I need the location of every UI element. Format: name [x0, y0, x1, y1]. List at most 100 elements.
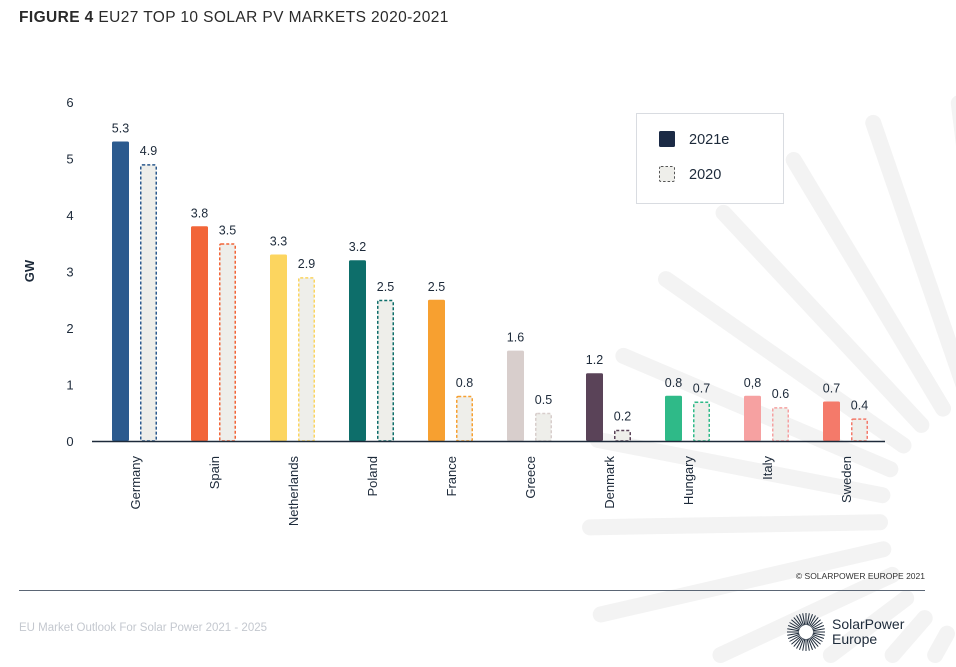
- data-label: 3.5: [219, 223, 236, 237]
- x-tick-label: Denmark: [602, 456, 617, 509]
- data-label: 1.2: [586, 353, 603, 367]
- data-label: 4.9: [140, 144, 157, 158]
- bar-2020-poland: [377, 299, 394, 442]
- y-axis-label: GW: [22, 259, 37, 282]
- logo-ray: [796, 637, 803, 649]
- x-tick-label: Spain: [207, 456, 222, 489]
- sunburst-ray: [657, 271, 912, 454]
- x-tick-label: Poland: [365, 456, 380, 496]
- bar-2021e-france: [428, 299, 445, 441]
- logo-text: SolarPower Europe: [832, 616, 905, 647]
- sun-logo-icon: [787, 613, 825, 651]
- bar-2020-greece: [535, 412, 552, 442]
- logo-ray: [787, 625, 800, 631]
- data-label: 0.4: [851, 398, 868, 412]
- sunburst-ray: [884, 610, 933, 663]
- bar-2020-italy: [772, 407, 789, 442]
- logo-ray: [791, 636, 801, 645]
- logo-ray: [810, 617, 819, 627]
- data-label: 3.3: [270, 235, 287, 249]
- logo-ray: [811, 635, 823, 642]
- solarpower-europe-logo: SolarPower Europe: [786, 612, 904, 652]
- y-tick-label: 4: [66, 208, 73, 223]
- bar-2021e-italy: [744, 395, 761, 441]
- data-label: 0.6: [772, 387, 789, 401]
- logo-ray: [802, 638, 806, 651]
- data-label: 2.9: [298, 257, 315, 271]
- logo-ray: [799, 613, 805, 626]
- logo-ray: [807, 613, 813, 626]
- logo-ray: [812, 628, 825, 632]
- report-title: EU Market Outlook For Solar Power 2021 -…: [19, 622, 268, 634]
- bar-2020-france: [456, 395, 473, 442]
- sunburst-ray: [592, 541, 892, 623]
- data-label: 3.8: [191, 206, 208, 220]
- y-tick-label: 1: [66, 378, 73, 393]
- bar-2020-hungary: [693, 401, 710, 442]
- logo-ray: [793, 637, 802, 647]
- sunburst-ray: [589, 431, 891, 504]
- logo-ray: [806, 638, 810, 651]
- y-tick-label: 5: [66, 152, 73, 167]
- y-tick-label: 0: [66, 434, 73, 449]
- sunburst-ray: [715, 204, 930, 433]
- logo-ray: [809, 637, 816, 649]
- figure-title: FIGURE 4 EU27 TOP 10 SOLAR PV MARKETS 20…: [19, 9, 449, 27]
- logo-ray: [807, 638, 813, 651]
- logo-ray: [793, 617, 802, 627]
- bar-2020-sweden: [851, 418, 868, 442]
- sunburst-ray: [927, 625, 955, 663]
- logo-ray: [799, 638, 805, 651]
- sunburst-ray: [582, 514, 889, 536]
- logo-ray: [810, 637, 819, 647]
- bar-2021e-germany: [112, 141, 129, 442]
- bar-2021e-netherlands: [270, 254, 287, 441]
- logo-ray: [796, 615, 803, 627]
- logo-ray: [789, 622, 801, 629]
- bar-2021e-spain: [191, 226, 208, 441]
- bar-2020-germany: [140, 164, 157, 442]
- data-label: 0,8: [744, 376, 761, 390]
- logo-ray: [812, 633, 825, 639]
- y-tick-label: 6: [66, 95, 73, 110]
- legend-box: [636, 113, 784, 204]
- data-label: 0.7: [823, 381, 840, 395]
- y-tick-label: 2: [66, 321, 73, 336]
- data-label: 0.2: [614, 410, 631, 424]
- y-tick-label: 3: [66, 265, 73, 280]
- x-tick-label: Sweden: [839, 456, 854, 503]
- logo-ray: [811, 622, 823, 629]
- logo-ray: [811, 619, 821, 628]
- x-tick-label: France: [444, 456, 459, 496]
- logo-ray: [802, 613, 806, 626]
- sunburst-ray: [785, 151, 952, 417]
- data-label: 5.3: [112, 122, 129, 136]
- data-label: 3.2: [349, 240, 366, 254]
- logo-ray: [811, 636, 821, 645]
- legend: 2021e 2020: [636, 113, 784, 204]
- x-tick-label: Netherlands: [286, 456, 301, 527]
- sunburst-ray: [865, 114, 956, 388]
- x-tick-label: Hungary: [681, 456, 696, 506]
- bar-2020-denmark: [614, 429, 631, 442]
- figure-title-text: EU27 TOP 10 SOLAR PV MARKETS 2020-2021: [98, 9, 449, 26]
- x-tick-label: Greece: [523, 456, 538, 499]
- logo-ray: [809, 615, 816, 627]
- data-label: 2.5: [428, 280, 445, 294]
- sunburst-ray: [822, 590, 915, 663]
- logo-ray: [787, 633, 800, 639]
- data-label: 0.7: [693, 381, 710, 395]
- bar-2021e-denmark: [586, 373, 603, 441]
- x-tick-label: Germany: [128, 456, 143, 510]
- legend-swatch-2021e: [659, 131, 675, 147]
- divider: [19, 590, 925, 591]
- bar-2020-netherlands: [298, 277, 315, 442]
- data-label: 1.6: [507, 331, 524, 345]
- bar-2021e-hungary: [665, 395, 682, 441]
- bar-2021e-sweden: [823, 401, 840, 441]
- logo-ray: [812, 632, 825, 636]
- data-label: 0.5: [535, 393, 552, 407]
- figure-number: FIGURE 4: [19, 9, 94, 26]
